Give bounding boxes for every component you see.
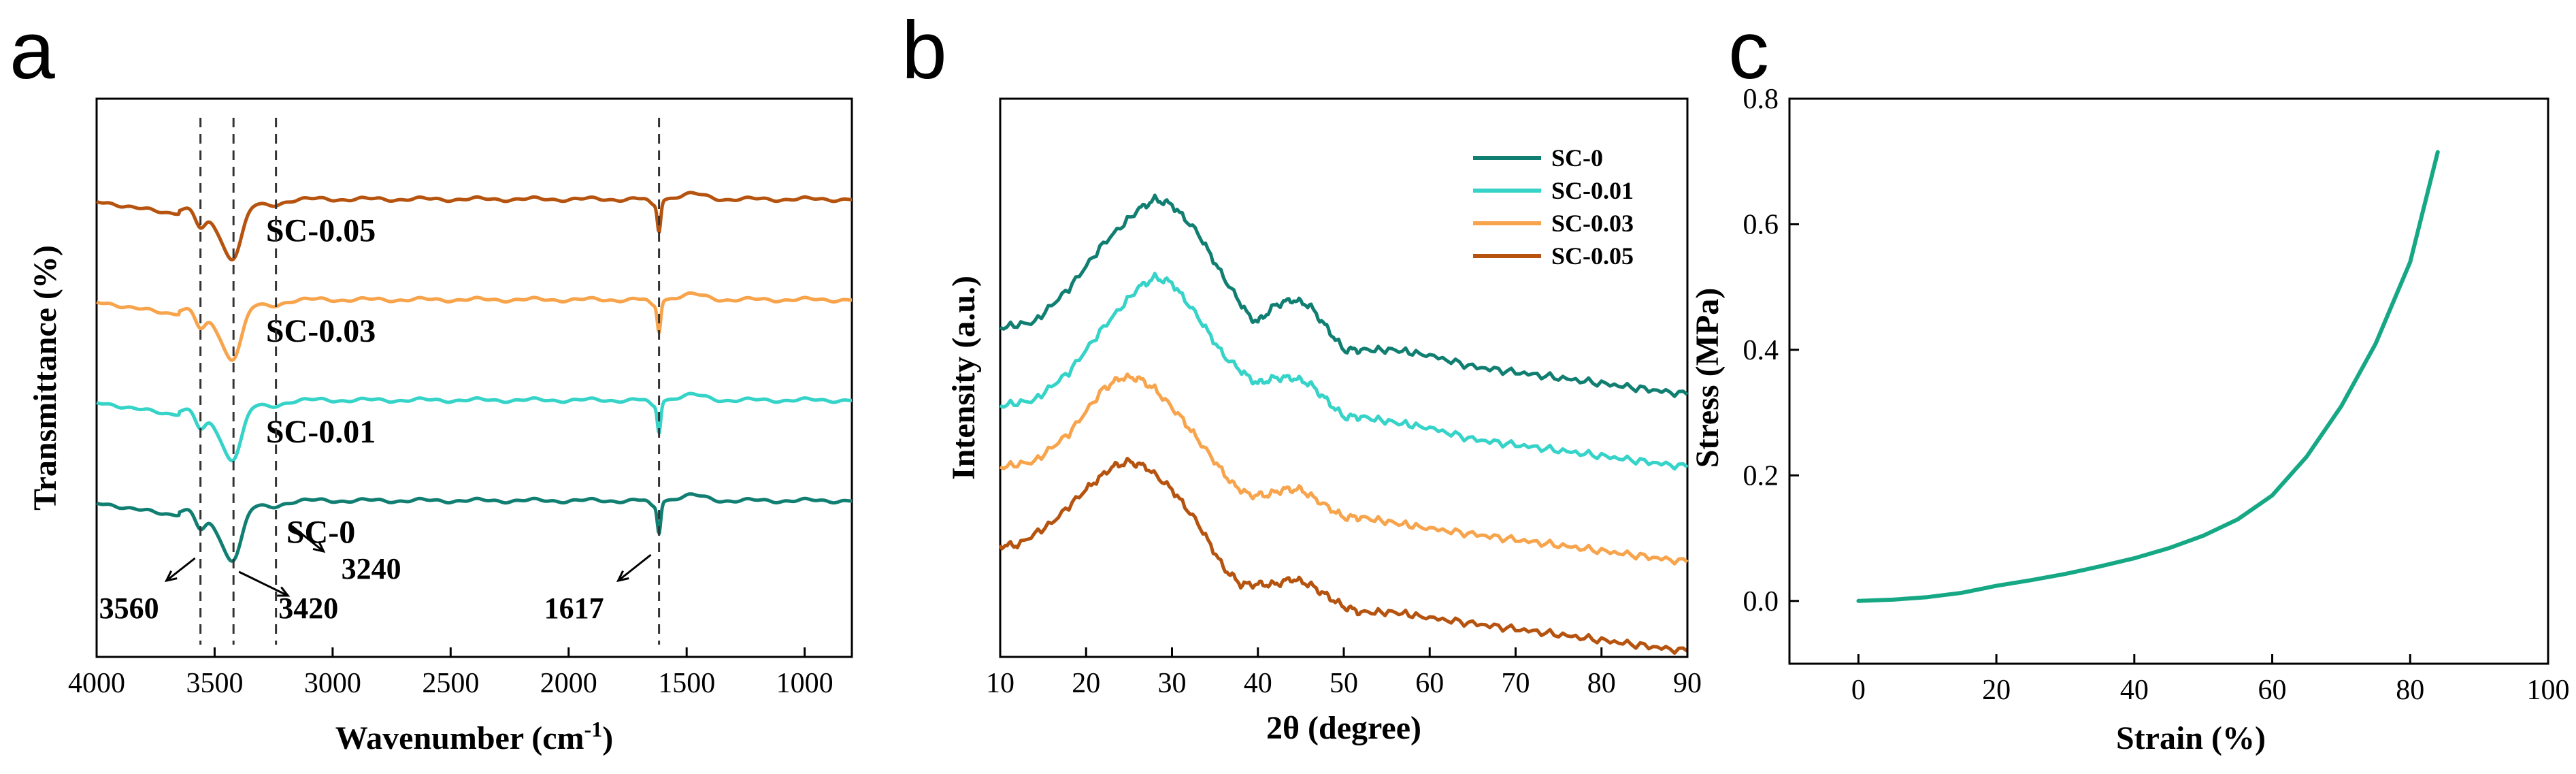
panel-c-x-tick-label: 0 — [1851, 675, 1866, 706]
panel-a-x-tick-label: 4000 — [68, 668, 125, 699]
panel-a-peak-arrowhead — [616, 570, 629, 583]
panel-b-y-label: Intensity (a.u.) — [946, 276, 982, 480]
panel-a-peak-label: 3420 — [278, 592, 338, 625]
panel-c-frame — [1788, 97, 2549, 665]
panel-a-series-label: SC-0.03 — [266, 313, 376, 349]
panel-a-y-label: Transmittance (%) — [27, 245, 63, 511]
panel-a-frame — [95, 97, 853, 658]
panel-b-content — [998, 193, 1689, 655]
panel-a-x-tick-label: 1000 — [776, 668, 833, 699]
panel-a-peak-arrow — [617, 553, 652, 582]
panel-a-x-tick-label: 1500 — [658, 668, 715, 699]
panel-a-peak-arrow — [238, 570, 288, 597]
panel-c-content — [1856, 150, 2440, 603]
panel-c-x-label: Strain (%) — [2116, 720, 2266, 756]
panel-c-x-ticks: 0 20 40 60 80 100 — [1851, 654, 2570, 706]
panel-b-x-tick-label: 80 — [1587, 668, 1616, 699]
panel-b-x-tick-label: 70 — [1502, 668, 1530, 699]
panel-a-series-SC-0.03 — [95, 291, 853, 362]
panel-a-peak-label: 3240 — [342, 552, 401, 585]
panel-letter-a: a — [10, 5, 55, 96]
panel-c-y-tick-label: 0.6 — [1743, 209, 1779, 240]
panel-a-peak-arrow — [288, 523, 325, 553]
panel-c-x-tick-label: 40 — [2120, 675, 2149, 706]
panel-letter-b: b — [902, 5, 947, 96]
panel-a-peak-arrowhead — [277, 586, 291, 597]
panel-b-legend-label: SC-0.03 — [1551, 210, 1634, 237]
panel-a-x-tick-label: 2000 — [540, 668, 597, 699]
panel-b-x-tick-label: 40 — [1244, 668, 1272, 699]
panel-a-series-SC-0.01 — [95, 391, 853, 463]
panel-b-x-tick-label: 30 — [1158, 668, 1187, 699]
panel-c-x-tick-label: 100 — [2527, 675, 2570, 706]
panel-c-x-tick-label: 60 — [2258, 675, 2287, 706]
panel-a-peak-arrowhead — [312, 541, 326, 553]
panel-a-series-SC-0.05 — [95, 191, 853, 261]
panel-c-y-tick-label: 0.4 — [1743, 335, 1779, 366]
panel-a-x-tick-label: 3500 — [186, 668, 243, 699]
panel-b-x-tick-label: 90 — [1673, 668, 1702, 699]
panel-b-legend-label: SC-0.01 — [1551, 177, 1634, 204]
panel-a-x-tick-label: 2500 — [422, 668, 479, 699]
panel-a-x-ticks: 4000 3500 3000 2500 2000 1500 1000 — [68, 647, 833, 699]
panel-b-x-tick-label: 20 — [1072, 668, 1100, 699]
panel-a-peak-label: 3560 — [99, 592, 159, 625]
panel-b-x-ticks: 10 20 30 40 50 60 70 80 90 — [986, 647, 1702, 699]
panel-c-x-tick-label: 80 — [2396, 675, 2424, 706]
panel-c-y-ticks: 0.0 0.2 0.4 0.6 0.8 — [1743, 84, 1799, 617]
panel-c-y-tick-label: 0.8 — [1743, 84, 1779, 115]
panel-b-legend: SC-0 SC-0.01 SC-0.03 SC-0.05 — [1473, 144, 1634, 270]
panel-b-legend-label: SC-0 — [1551, 144, 1603, 172]
panel-b-series-SC-0.05 — [998, 457, 1689, 655]
panel-b-x-tick-label: 10 — [986, 668, 1014, 699]
panel-b-series-SC-0 — [999, 193, 1689, 398]
panel-a-x-tick-label: 3000 — [304, 668, 361, 699]
panel-c-y-tick-label: 0.0 — [1743, 586, 1779, 617]
panel-b-legend-label: SC-0.05 — [1551, 242, 1634, 270]
panel-b-x-tick-label: 50 — [1330, 668, 1358, 699]
panel-b-series-SC-0.03 — [999, 372, 1689, 566]
panel-a-series-label: SC-0.01 — [266, 414, 376, 450]
panel-b-series-SC-0.01 — [999, 272, 1689, 471]
panel-c-y-tick-label: 0.2 — [1743, 460, 1779, 491]
panel-a-series-label: SC-0.05 — [266, 213, 376, 249]
panel-c-y-label: Stress (MPa) — [1689, 288, 1725, 468]
panel-c-series-stress-strain — [1856, 150, 2440, 603]
panel-a-peak-label: 1617 — [544, 592, 604, 625]
panel-b-xrd: 10 20 30 40 50 60 70 80 90 SC-0SC-0.01SC-0.03SC-… — [946, 97, 1702, 746]
panel-b-x-tick-label: 60 — [1415, 668, 1444, 699]
panel-c-x-tick-label: 20 — [1982, 675, 2011, 706]
panel-a-peak-arrow — [165, 557, 196, 582]
panel-a-x-label: Wavenumber (cm-1) — [335, 717, 613, 756]
panel-a-peak-arrowhead — [164, 570, 178, 583]
panel-b-x-label: 2θ (degree) — [1266, 710, 1421, 746]
panel-letter-c: c — [1728, 5, 1769, 96]
panel-c-stress-strain: 0 20 40 60 80 100 0.00.20.40.60.8 Strain (%) … — [1689, 84, 2570, 756]
panel-a-series-SC-0 — [95, 492, 853, 563]
